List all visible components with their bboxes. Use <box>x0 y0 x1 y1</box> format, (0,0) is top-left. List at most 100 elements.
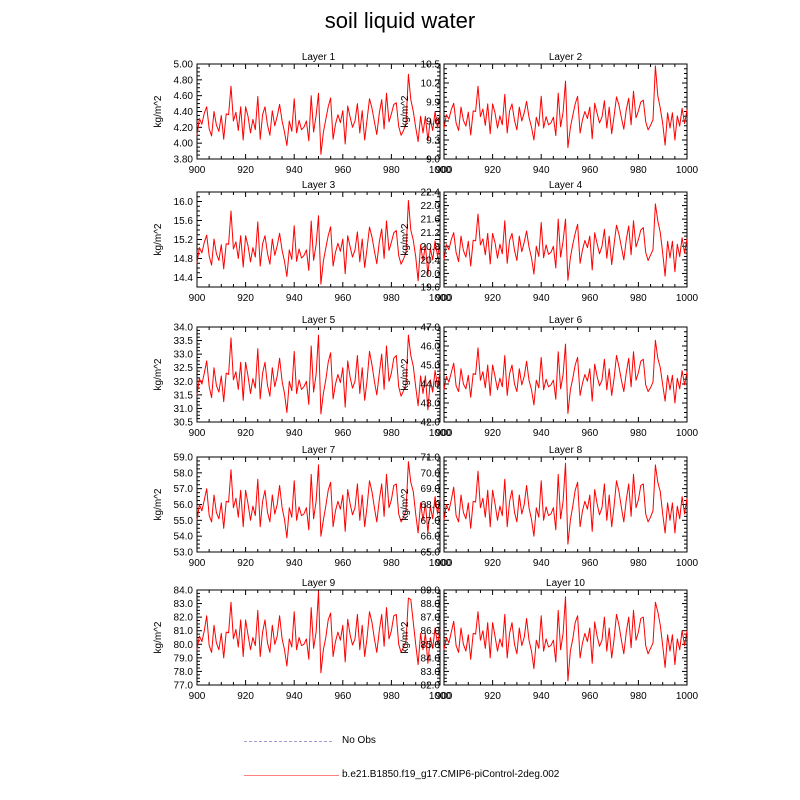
panel-title: Layer 7 <box>302 445 336 456</box>
series-line <box>196 200 441 285</box>
y-tick-label: 89.0 <box>421 586 441 597</box>
chart-panel-5: Layer 5 kg/m^2 900 920 940 960 980 1000 30.5 31.0… <box>153 315 452 439</box>
x-tick-label: 1000 <box>676 293 699 304</box>
x-tick-label: 900 <box>436 293 453 304</box>
y-tick-label: 33.5 <box>174 336 194 347</box>
y-tick-label: 4.60 <box>174 91 194 102</box>
x-tick-label: 980 <box>630 293 647 304</box>
x-tick-label: 960 <box>334 558 351 569</box>
x-tick-label: 940 <box>533 558 550 569</box>
y-tick-label: 82.0 <box>174 613 194 624</box>
y-tick-label: 4.00 <box>174 139 194 150</box>
y-tick-label: 31.0 <box>174 404 194 415</box>
y-axis-label: kg/m^2 <box>153 223 164 255</box>
series-line <box>443 203 688 281</box>
y-tick-label: 22.4 <box>421 188 441 199</box>
y-tick-label: 14.4 <box>174 273 194 284</box>
x-tick-label: 900 <box>189 558 206 569</box>
x-tick-label: 900 <box>436 691 453 702</box>
x-tick-label: 980 <box>383 165 400 176</box>
panel-title: Layer 9 <box>302 578 336 589</box>
y-tick-label: 70.0 <box>421 468 441 479</box>
y-axis-label: kg/m^2 <box>400 621 411 653</box>
x-tick-label: 940 <box>286 558 303 569</box>
panel-title: Layer 1 <box>302 52 336 63</box>
x-tick-label: 920 <box>484 293 501 304</box>
y-tick-label: 44.0 <box>421 380 441 391</box>
x-tick-label: 960 <box>334 165 351 176</box>
x-tick-label: 1000 <box>676 691 699 702</box>
y-tick-label: 9.9 <box>426 98 440 109</box>
y-tick-label: 10.5 <box>421 60 441 71</box>
y-tick-label: 20.0 <box>421 269 441 280</box>
y-tick-label: 22.0 <box>421 201 441 212</box>
series-line <box>196 590 441 674</box>
y-axis-label: kg/m^2 <box>400 95 411 127</box>
y-tick-label: 4.80 <box>174 75 194 86</box>
x-tick-label: 1000 <box>429 691 452 702</box>
legend-line-no-obs <box>244 741 332 742</box>
y-tick-label: 19.6 <box>421 283 441 294</box>
y-tick-label: 84.0 <box>421 653 441 664</box>
y-tick-label: 3.80 <box>174 155 194 166</box>
y-tick-label: 88.0 <box>421 599 441 610</box>
y-tick-label: 65.0 <box>421 548 441 559</box>
y-tick-label: 83.0 <box>421 667 441 678</box>
y-tick-label: 16.0 <box>174 197 194 208</box>
x-tick-label: 940 <box>286 691 303 702</box>
y-tick-label: 20.8 <box>421 242 441 253</box>
x-tick-label: 920 <box>484 558 501 569</box>
panel-title: Layer 4 <box>549 180 583 191</box>
y-tick-label: 21.2 <box>421 228 441 239</box>
y-tick-label: 79.0 <box>174 653 194 664</box>
y-axis-label: kg/m^2 <box>400 358 411 390</box>
x-tick-label: 900 <box>189 165 206 176</box>
x-tick-label: 940 <box>533 428 550 439</box>
y-axis-label: kg/m^2 <box>153 95 164 127</box>
x-tick-label: 1000 <box>429 428 452 439</box>
y-tick-label: 10.2 <box>421 79 441 90</box>
y-tick-label: 33.0 <box>174 350 194 361</box>
x-tick-label: 980 <box>383 293 400 304</box>
x-tick-label: 960 <box>581 293 598 304</box>
x-tick-label: 1000 <box>676 428 699 439</box>
panel-title: Layer 10 <box>546 578 585 589</box>
y-tick-label: 15.2 <box>174 235 194 246</box>
y-tick-label: 42.0 <box>421 418 441 429</box>
y-tick-label: 80.0 <box>174 640 194 651</box>
y-tick-label: 77.0 <box>174 681 194 692</box>
x-tick-label: 900 <box>189 293 206 304</box>
y-axis-label: kg/m^2 <box>400 223 411 255</box>
x-tick-label: 940 <box>286 165 303 176</box>
y-tick-label: 86.0 <box>421 626 441 637</box>
x-tick-label: 900 <box>436 558 453 569</box>
x-tick-label: 1000 <box>429 558 452 569</box>
x-tick-label: 1000 <box>676 165 699 176</box>
y-tick-label: 82.0 <box>421 681 441 692</box>
x-tick-label: 940 <box>533 165 550 176</box>
y-tick-label: 9.6 <box>426 117 440 128</box>
y-tick-label: 32.0 <box>174 377 194 388</box>
y-tick-label: 54.0 <box>174 532 194 543</box>
y-tick-label: 57.0 <box>174 484 194 495</box>
x-tick-label: 960 <box>581 428 598 439</box>
legend-label-model-run: b.e21.B1850.f19_g17.CMIP6-piControl-2deg… <box>342 769 560 780</box>
chart-panel-1: Layer 1 kg/m^2 900 920 940 960 980 1000 3.80 4.00… <box>153 52 452 176</box>
y-tick-label: 20.4 <box>421 255 441 266</box>
y-tick-label: 69.0 <box>421 484 441 495</box>
x-tick-label: 980 <box>630 558 647 569</box>
y-tick-label: 15.6 <box>174 216 194 227</box>
y-tick-label: 55.0 <box>174 516 194 527</box>
x-tick-label: 980 <box>630 691 647 702</box>
y-tick-label: 71.0 <box>421 453 441 464</box>
y-tick-label: 45.0 <box>421 361 441 372</box>
y-tick-label: 59.0 <box>174 453 194 464</box>
y-tick-label: 14.8 <box>174 254 194 265</box>
x-tick-label: 940 <box>533 691 550 702</box>
y-tick-label: 85.0 <box>421 640 441 651</box>
y-axis-label: kg/m^2 <box>153 488 164 520</box>
